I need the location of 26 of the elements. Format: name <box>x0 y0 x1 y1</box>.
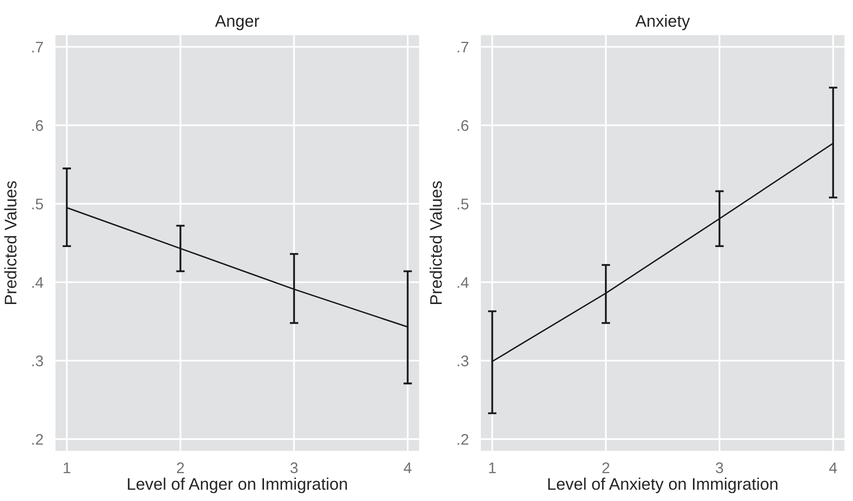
y-axis-title: Predicted Values <box>4 181 16 304</box>
y-tick-label: .5 <box>32 198 43 210</box>
y-tick-label: .2 <box>458 434 468 445</box>
y-tick-label: .2 <box>32 434 43 445</box>
x-tick-label: 2 <box>176 462 184 474</box>
y-tick-label: .3 <box>32 356 43 366</box>
x-axis-title: Level of Anger on Immigration <box>128 478 347 494</box>
x-tick-label: 1 <box>489 462 496 474</box>
x-tick-label: 4 <box>404 462 412 474</box>
x-tick-label: 2 <box>602 462 610 474</box>
y-tick-label: .4 <box>32 277 44 288</box>
y-tick-label: .4 <box>458 277 469 288</box>
x-tick-label: 1 <box>64 462 70 474</box>
y-tick-label: .7 <box>32 42 43 52</box>
y-tick-label: .6 <box>32 120 43 131</box>
chart-title: Anger <box>215 15 260 30</box>
y-axis-title: Predicted Values <box>430 181 442 304</box>
y-tick-label: .3 <box>458 356 468 366</box>
y-tick-label: .5 <box>458 198 468 210</box>
x-tick-label: 3 <box>716 462 724 474</box>
chart-title: Anxiety <box>635 14 690 30</box>
x-tick-label: 3 <box>290 462 298 474</box>
y-tick-label: .6 <box>458 120 468 131</box>
y-tick-label: .7 <box>458 42 468 52</box>
x-axis-title: Level of Anxiety on Immigration <box>548 478 778 494</box>
x-tick-label: 4 <box>829 462 837 474</box>
